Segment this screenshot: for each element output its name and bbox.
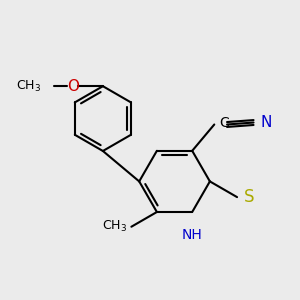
Text: O: O <box>68 79 80 94</box>
Text: CH$_3$: CH$_3$ <box>16 79 41 94</box>
Text: S: S <box>244 188 254 206</box>
Text: C: C <box>219 116 229 130</box>
Text: CH$_3$: CH$_3$ <box>102 219 128 234</box>
Text: N: N <box>260 115 272 130</box>
Text: NH: NH <box>182 228 202 242</box>
